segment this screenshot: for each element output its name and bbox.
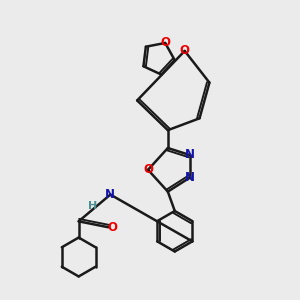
Text: O: O [180, 44, 190, 57]
Text: O: O [107, 221, 117, 234]
Text: N: N [184, 148, 195, 161]
Text: N: N [105, 188, 116, 201]
Text: O: O [143, 163, 153, 176]
Text: H: H [88, 202, 97, 212]
Text: O: O [160, 36, 170, 50]
Text: N: N [184, 171, 195, 184]
